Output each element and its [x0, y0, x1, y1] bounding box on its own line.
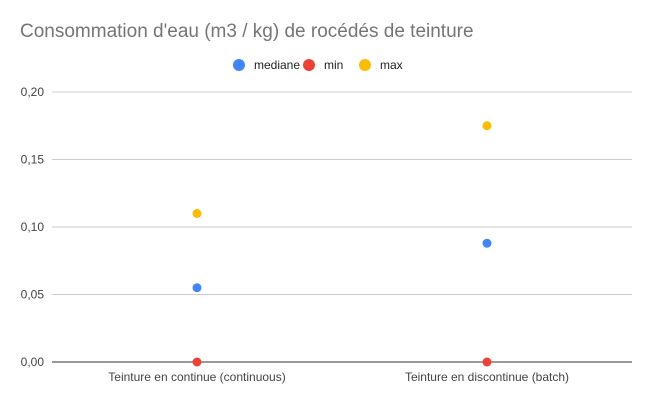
y-tick-label: 0,05 — [21, 288, 45, 302]
x-axis: Teinture en continue (continuous) Teintur… — [108, 370, 569, 384]
data-point-min — [482, 357, 492, 367]
legend-item-mediane[interactable]: mediane — [233, 58, 300, 72]
data-points — [192, 121, 492, 367]
y-tick-label: 0,00 — [21, 355, 45, 369]
y-axis: 0,00 0,05 0,10 0,15 0,20 — [21, 85, 45, 369]
legend-item-min[interactable]: min — [303, 58, 343, 72]
data-point-mediane — [192, 283, 202, 293]
legend-marker — [359, 59, 371, 71]
legend-item-max[interactable]: max — [359, 58, 403, 72]
data-point-min — [192, 357, 202, 367]
legend-marker — [233, 59, 245, 71]
y-tick-label: 0,15 — [21, 153, 45, 167]
legend[interactable]: mediane min max — [233, 58, 403, 72]
legend-label: mediane — [254, 58, 300, 72]
y-tick-label: 0,20 — [21, 85, 45, 99]
legend-marker — [303, 59, 315, 71]
data-point-max — [192, 209, 202, 218]
legend-label: min — [324, 58, 343, 72]
data-point-mediane — [482, 238, 492, 248]
x-tick-label: Teinture en discontinue (batch) — [405, 370, 569, 384]
gridlines — [52, 91, 632, 363]
chart-title: Consommation d'eau (m3 / kg) de rocédés … — [20, 21, 474, 42]
legend-label: max — [380, 58, 403, 72]
data-point-max — [482, 121, 492, 131]
y-tick-label: 0,10 — [21, 220, 45, 234]
x-tick-label: Teinture en continue (continuous) — [108, 370, 285, 384]
